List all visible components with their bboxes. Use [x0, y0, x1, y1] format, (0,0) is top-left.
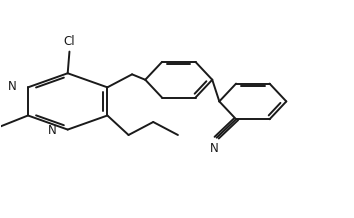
- Text: Cl: Cl: [64, 35, 75, 48]
- Text: N: N: [8, 80, 17, 93]
- Text: N: N: [210, 141, 218, 155]
- Text: N: N: [48, 124, 56, 137]
